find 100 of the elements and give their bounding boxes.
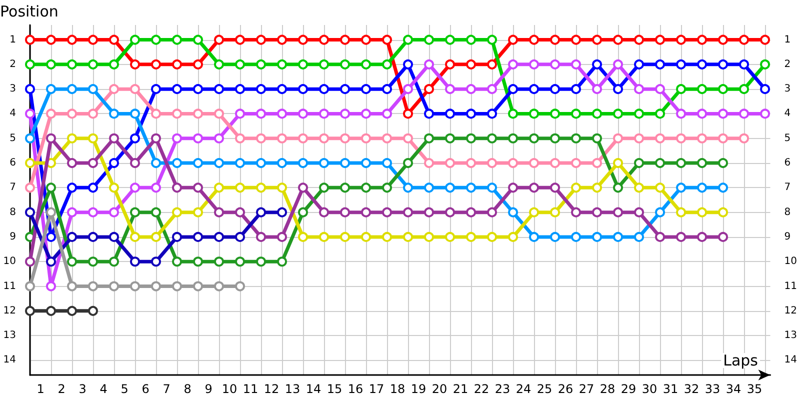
point	[550, 84, 560, 94]
point	[697, 207, 708, 218]
x-tick-label: 22	[474, 382, 490, 396]
point	[550, 232, 560, 242]
point	[613, 182, 624, 193]
point	[466, 108, 476, 119]
point	[382, 84, 392, 94]
point	[550, 133, 560, 144]
point	[25, 59, 35, 70]
point	[46, 182, 56, 193]
x-tick-label: 25	[536, 382, 552, 396]
point	[298, 59, 308, 70]
point	[382, 207, 392, 218]
point	[214, 207, 224, 218]
point	[634, 84, 644, 94]
point	[403, 34, 414, 45]
y-tick-label: 2	[10, 58, 16, 70]
point	[88, 158, 98, 168]
point	[340, 158, 350, 168]
point	[697, 108, 708, 119]
point	[235, 207, 246, 218]
point	[361, 34, 372, 45]
point	[340, 133, 350, 144]
point	[592, 207, 602, 218]
point	[676, 182, 686, 193]
point	[172, 84, 182, 94]
point	[697, 158, 708, 168]
point	[319, 182, 330, 193]
point	[340, 108, 350, 119]
point	[193, 281, 204, 292]
point	[634, 207, 644, 218]
point	[235, 34, 246, 45]
point	[676, 207, 686, 218]
point	[235, 232, 246, 242]
point	[445, 133, 456, 144]
point	[67, 158, 77, 168]
y-tick-label: 12	[3, 305, 16, 316]
x-tick-label: 4	[100, 382, 108, 396]
y2-tick-label: 5	[784, 132, 791, 144]
point	[88, 306, 98, 316]
x-tick-label: 13	[284, 382, 300, 396]
y-tick-label: 5	[10, 132, 16, 144]
point	[193, 59, 204, 70]
y-tick-label: 9	[10, 231, 16, 242]
point	[634, 232, 644, 242]
point	[193, 232, 204, 242]
point	[676, 108, 686, 119]
x-tick-label: 17	[368, 382, 384, 396]
point	[676, 232, 686, 242]
point	[466, 133, 476, 144]
point	[445, 84, 456, 94]
x-tick-label: 19	[410, 382, 426, 396]
point	[361, 182, 372, 193]
point	[67, 256, 77, 267]
point	[298, 108, 308, 119]
point	[655, 182, 666, 193]
point	[298, 34, 308, 45]
point	[172, 59, 182, 70]
point	[508, 59, 518, 70]
point	[424, 182, 434, 193]
x-tick-label: 1	[36, 382, 44, 396]
point	[67, 108, 77, 119]
point	[655, 59, 666, 70]
point	[256, 182, 266, 193]
point	[571, 182, 582, 193]
point	[424, 207, 434, 218]
point	[172, 182, 182, 193]
point	[67, 207, 77, 218]
y2-tick-label: 10	[784, 256, 798, 268]
y-tick-label: 14	[3, 354, 16, 366]
point	[571, 108, 582, 119]
point	[256, 84, 266, 94]
point	[613, 232, 624, 242]
point	[151, 281, 162, 292]
point	[718, 182, 728, 193]
point	[151, 133, 162, 144]
point	[613, 108, 624, 119]
point	[655, 133, 666, 144]
point	[172, 256, 182, 267]
y-tick-label: 1	[10, 34, 16, 46]
point	[613, 34, 624, 45]
point	[319, 158, 330, 168]
point	[739, 133, 750, 144]
point	[46, 232, 56, 242]
point	[151, 158, 162, 168]
x-tick-label: 28	[600, 382, 616, 396]
point	[151, 108, 162, 119]
x-tick-label: 23	[494, 382, 510, 396]
point	[151, 34, 162, 45]
point	[403, 108, 414, 119]
y2-tick-label: 8	[784, 206, 791, 218]
point	[382, 34, 392, 45]
point	[529, 84, 540, 94]
y2-tick-label: 2	[784, 58, 791, 70]
point	[739, 108, 750, 119]
point	[718, 84, 728, 94]
point	[445, 182, 456, 193]
point	[655, 158, 666, 168]
point	[634, 158, 644, 168]
point	[277, 158, 288, 168]
